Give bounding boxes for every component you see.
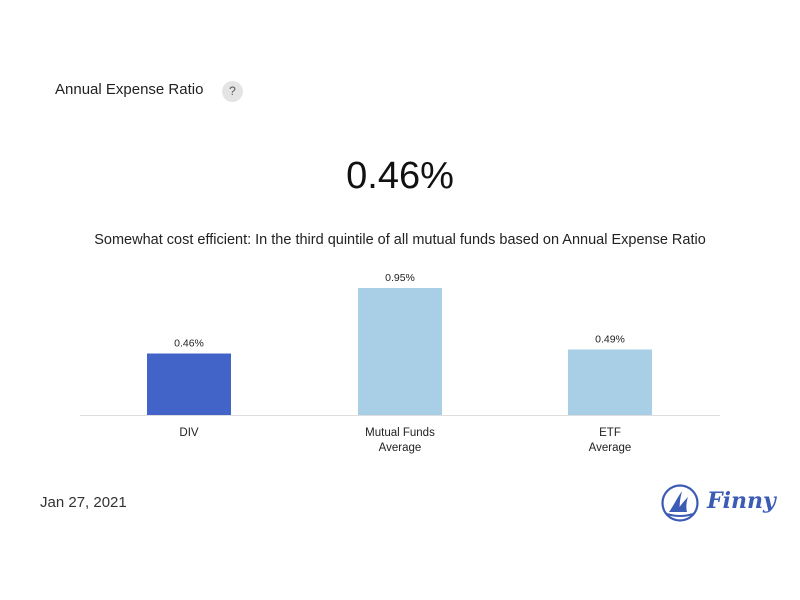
bar-value-label-2: 0.49%: [595, 333, 625, 345]
finny-logo[interactable]: Finny: [660, 483, 776, 523]
bar-1: [358, 288, 442, 415]
brand-name: Finny: [707, 488, 776, 514]
category-label-1-0: Mutual Funds: [365, 427, 435, 439]
metric-value: 0.46%: [346, 155, 454, 197]
date-label: Jan 27, 2021: [40, 494, 127, 511]
bar-value-label-1: 0.95%: [385, 272, 415, 284]
bar-0: [147, 353, 231, 415]
category-label-1-1: Average: [379, 442, 422, 454]
bars-layer: 0.46% DIV 0.95% Mutual Funds Average 0.49% ETF…: [147, 272, 652, 454]
category-label-2-1: Average: [589, 442, 632, 454]
help-icon[interactable]: ?: [222, 81, 243, 102]
bar-2: [568, 349, 652, 415]
category-label-2-0: ETF: [599, 427, 621, 439]
metric-title: Annual Expense Ratio: [55, 81, 204, 98]
sailboat-icon: [661, 484, 699, 522]
bar-value-label-0: 0.46%: [174, 338, 204, 350]
metric-description: Somewhat cost efficient: In the third qu…: [94, 232, 706, 248]
category-label-0-0: DIV: [179, 427, 199, 439]
